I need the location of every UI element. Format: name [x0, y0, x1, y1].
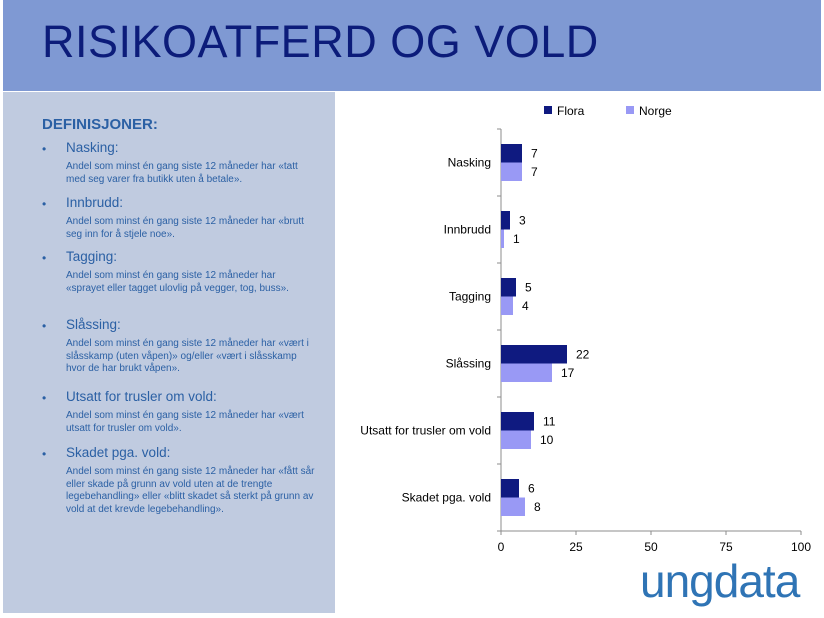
data-label: 10 [540, 433, 554, 447]
data-label: 3 [519, 213, 526, 227]
bar-norge [501, 430, 531, 449]
legend-swatch-norge [626, 106, 634, 114]
bar-norge [501, 497, 525, 516]
definitions-panel: DEFINISJONER: • Nasking: Andel som minst… [3, 92, 335, 613]
bar-flora [501, 144, 522, 163]
category-label: Innbrudd [444, 223, 491, 237]
bar-flora [501, 211, 510, 230]
definition-term: Utsatt for trusler om vold: [66, 389, 217, 404]
data-label: 1 [513, 232, 520, 246]
definition-description: Andel som minst én gang siste 12 måneder… [66, 270, 289, 294]
bullet-icon: • [42, 319, 47, 333]
x-tick-label: 50 [644, 540, 658, 554]
bar-norge [501, 229, 504, 248]
bullet-icon: • [42, 251, 47, 265]
data-label: 5 [525, 280, 532, 294]
definition-description: Andel som minst én gang siste 12 måneder… [66, 466, 315, 515]
category-label: Nasking [448, 156, 491, 170]
legend-label: Norge [639, 104, 672, 118]
data-label: 22 [576, 347, 590, 361]
data-label: 6 [528, 481, 535, 495]
data-label: 7 [531, 146, 538, 160]
data-label: 8 [534, 500, 541, 514]
legend-label: Flora [557, 104, 585, 118]
definitions-heading: DEFINISJONER: [42, 116, 158, 133]
slide-title: RISIKOATFERD OG VOLD [42, 16, 599, 67]
definition-description: Andel som minst én gang siste 12 måneder… [66, 410, 304, 434]
data-label: 4 [522, 299, 529, 313]
category-label: Utsatt for trusler om vold [360, 424, 491, 438]
data-label: 17 [561, 366, 575, 380]
category-label: Slåssing [446, 357, 491, 371]
x-tick-label: 100 [791, 540, 811, 554]
bar-flora [501, 278, 516, 297]
definition-description: Andel som minst én gang siste 12 måneder… [66, 216, 304, 240]
x-tick-label: 0 [498, 540, 505, 554]
x-tick-label: 75 [719, 540, 733, 554]
bar-norge [501, 162, 522, 181]
legend-swatch-flora [544, 106, 552, 114]
chart-area: 0 25 50 75 100 Nasking 7 7 Innbrudd 3 1 Tagging 5 4 Sl… [336, 92, 821, 613]
definition-term: Skadet pga. vold: [66, 445, 171, 460]
definition-term: Tagging: [66, 249, 118, 264]
bar-flora [501, 412, 534, 431]
data-label: 11 [543, 414, 556, 428]
bar-norge [501, 296, 513, 315]
definition-description: Andel som minst én gang siste 12 måneder… [66, 161, 298, 185]
definition-term: Innbrudd: [66, 195, 124, 210]
bullet-icon: • [42, 391, 47, 405]
bullet-icon: • [42, 447, 47, 461]
bar-norge [501, 363, 552, 382]
definition-term: Nasking: [66, 140, 119, 155]
definition-term: Slåssing: [66, 317, 121, 332]
bullet-icon: • [42, 142, 47, 156]
bar-chart: 0 25 50 75 100 Nasking 7 7 Innbrudd 3 1 Tagging 5 4 Sl… [360, 104, 811, 554]
definition-description: Andel som minst én gang siste 12 måneder… [66, 338, 309, 374]
category-label: Skadet pga. vold [402, 491, 491, 505]
title-bar: RISIKOATFERD OG VOLD [3, 0, 821, 91]
ungdata-logo: ungdata [640, 555, 800, 607]
bar-flora [501, 345, 567, 364]
bullet-icon: • [42, 197, 47, 211]
data-label: 7 [531, 165, 538, 179]
x-tick-label: 25 [569, 540, 583, 554]
bar-flora [501, 479, 519, 498]
category-label: Tagging [449, 290, 491, 304]
